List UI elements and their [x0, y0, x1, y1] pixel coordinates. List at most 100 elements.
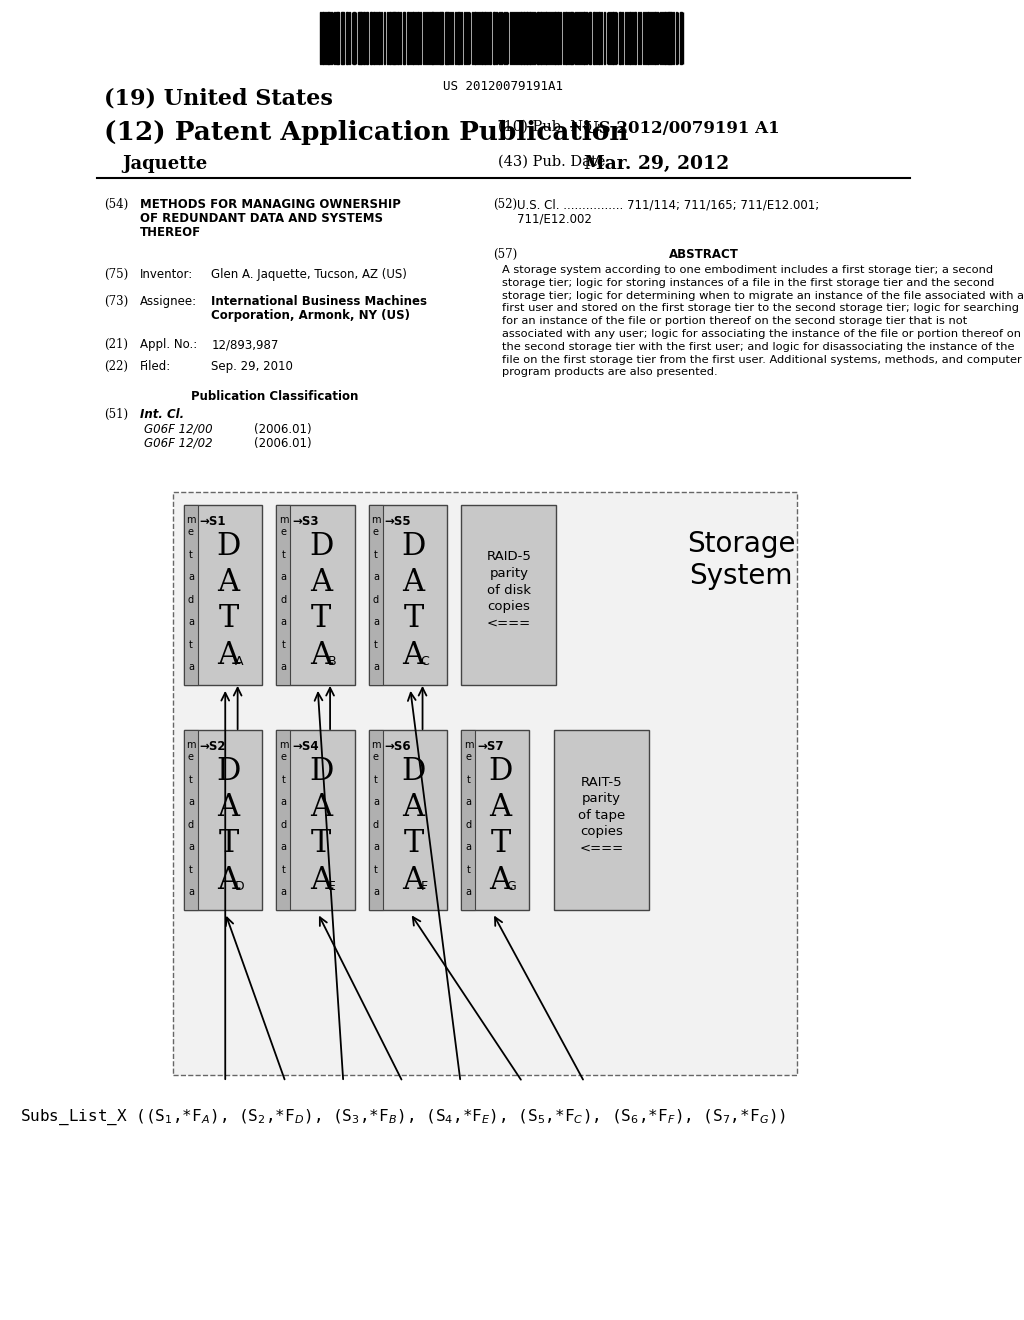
Text: →S3: →S3 [292, 515, 318, 528]
Text: T: T [218, 603, 239, 635]
Text: A storage system according to one embodiment includes a first storage tier; a se: A storage system according to one embodi… [502, 265, 1024, 378]
Text: →S6: →S6 [385, 741, 412, 752]
Text: (21): (21) [103, 338, 128, 351]
Text: Publication Classification: Publication Classification [191, 389, 358, 403]
Text: m: m [372, 741, 381, 750]
Bar [593, 12, 595, 63]
Text: a: a [465, 797, 471, 807]
Bar [364, 12, 365, 63]
Text: t: t [374, 640, 378, 649]
Bar [484, 12, 486, 63]
Text: a: a [281, 842, 287, 853]
Text: t: t [466, 775, 470, 784]
Text: →S5: →S5 [385, 515, 412, 528]
Bar [665, 12, 666, 63]
Text: Jaquette: Jaquette [122, 154, 207, 173]
Bar [489, 12, 492, 63]
Text: (51): (51) [103, 408, 128, 421]
Bar [523, 12, 525, 63]
Text: (57): (57) [494, 248, 518, 261]
Bar [667, 12, 669, 63]
Bar [550, 12, 551, 63]
Bar [461, 12, 462, 63]
Text: Storage
System: Storage System [687, 531, 796, 590]
Bar [346, 12, 348, 63]
Bar [478, 12, 480, 63]
Text: US 2012/0079191 A1: US 2012/0079191 A1 [585, 120, 780, 137]
Bar [568, 12, 569, 63]
Bar [407, 12, 409, 63]
Text: Int. Cl.: Int. Cl. [140, 408, 184, 421]
Bar [369, 506, 447, 685]
Bar [427, 12, 428, 63]
Text: A: A [217, 640, 240, 671]
Text: T: T [403, 603, 424, 635]
Text: t: t [374, 775, 378, 784]
Text: A: A [402, 865, 425, 895]
Bar [565, 12, 567, 63]
Bar [358, 12, 360, 63]
Text: D: D [309, 756, 333, 787]
Text: D: D [488, 756, 513, 787]
Text: (12) Patent Application Publication: (12) Patent Application Publication [103, 120, 629, 145]
Bar [634, 12, 636, 63]
Text: D: D [234, 879, 244, 892]
Text: e: e [373, 752, 379, 762]
Bar [184, 730, 262, 909]
Text: Inventor:: Inventor: [140, 268, 194, 281]
Bar [276, 730, 355, 909]
Text: →S4: →S4 [292, 741, 318, 752]
Text: t: t [282, 640, 286, 649]
Text: US 20120079191A1: US 20120079191A1 [443, 81, 563, 92]
Text: Corporation, Armonk, NY (US): Corporation, Armonk, NY (US) [211, 309, 411, 322]
Text: A: A [310, 865, 332, 895]
Bar [620, 12, 622, 63]
Text: A: A [402, 640, 425, 671]
Bar [540, 12, 543, 63]
Text: a: a [281, 618, 287, 627]
Text: a: a [373, 663, 379, 672]
Bar [336, 12, 338, 63]
Text: T: T [311, 829, 331, 859]
Text: d: d [465, 820, 471, 830]
Bar [392, 12, 393, 63]
Text: A: A [217, 865, 240, 895]
Text: Assignee:: Assignee: [140, 294, 198, 308]
Text: a: a [465, 887, 471, 898]
Bar [439, 12, 441, 63]
Text: e: e [465, 752, 471, 762]
Bar [570, 12, 572, 63]
Text: m: m [279, 515, 289, 525]
Bar [512, 12, 513, 63]
Bar [373, 12, 376, 63]
Bar [394, 12, 396, 63]
Text: m: m [186, 515, 196, 525]
Text: 12/893,987: 12/893,987 [211, 338, 279, 351]
Bar [462, 730, 529, 909]
Text: Appl. No.:: Appl. No.: [140, 338, 198, 351]
Bar [601, 12, 602, 63]
Bar [353, 12, 355, 63]
Text: e: e [373, 527, 379, 537]
Text: (73): (73) [103, 294, 128, 308]
Text: (10) Pub. No.:: (10) Pub. No.: [498, 120, 601, 135]
Bar [384, 12, 385, 63]
Bar [481, 12, 482, 63]
Bar [680, 12, 682, 63]
Text: a: a [188, 572, 194, 582]
Bar [446, 12, 449, 63]
Text: e: e [188, 527, 194, 537]
Text: A: A [489, 792, 512, 824]
Text: B: B [328, 655, 336, 668]
Text: (19) United States: (19) United States [103, 88, 333, 110]
Text: t: t [282, 775, 286, 784]
Text: m: m [464, 741, 473, 750]
Text: A: A [489, 865, 512, 895]
Bar [329, 12, 330, 63]
Bar [369, 730, 447, 909]
Bar [464, 12, 466, 63]
Text: A: A [402, 568, 425, 598]
Text: a: a [188, 797, 194, 807]
Bar [369, 730, 383, 909]
Text: International Business Machines: International Business Machines [211, 294, 427, 308]
